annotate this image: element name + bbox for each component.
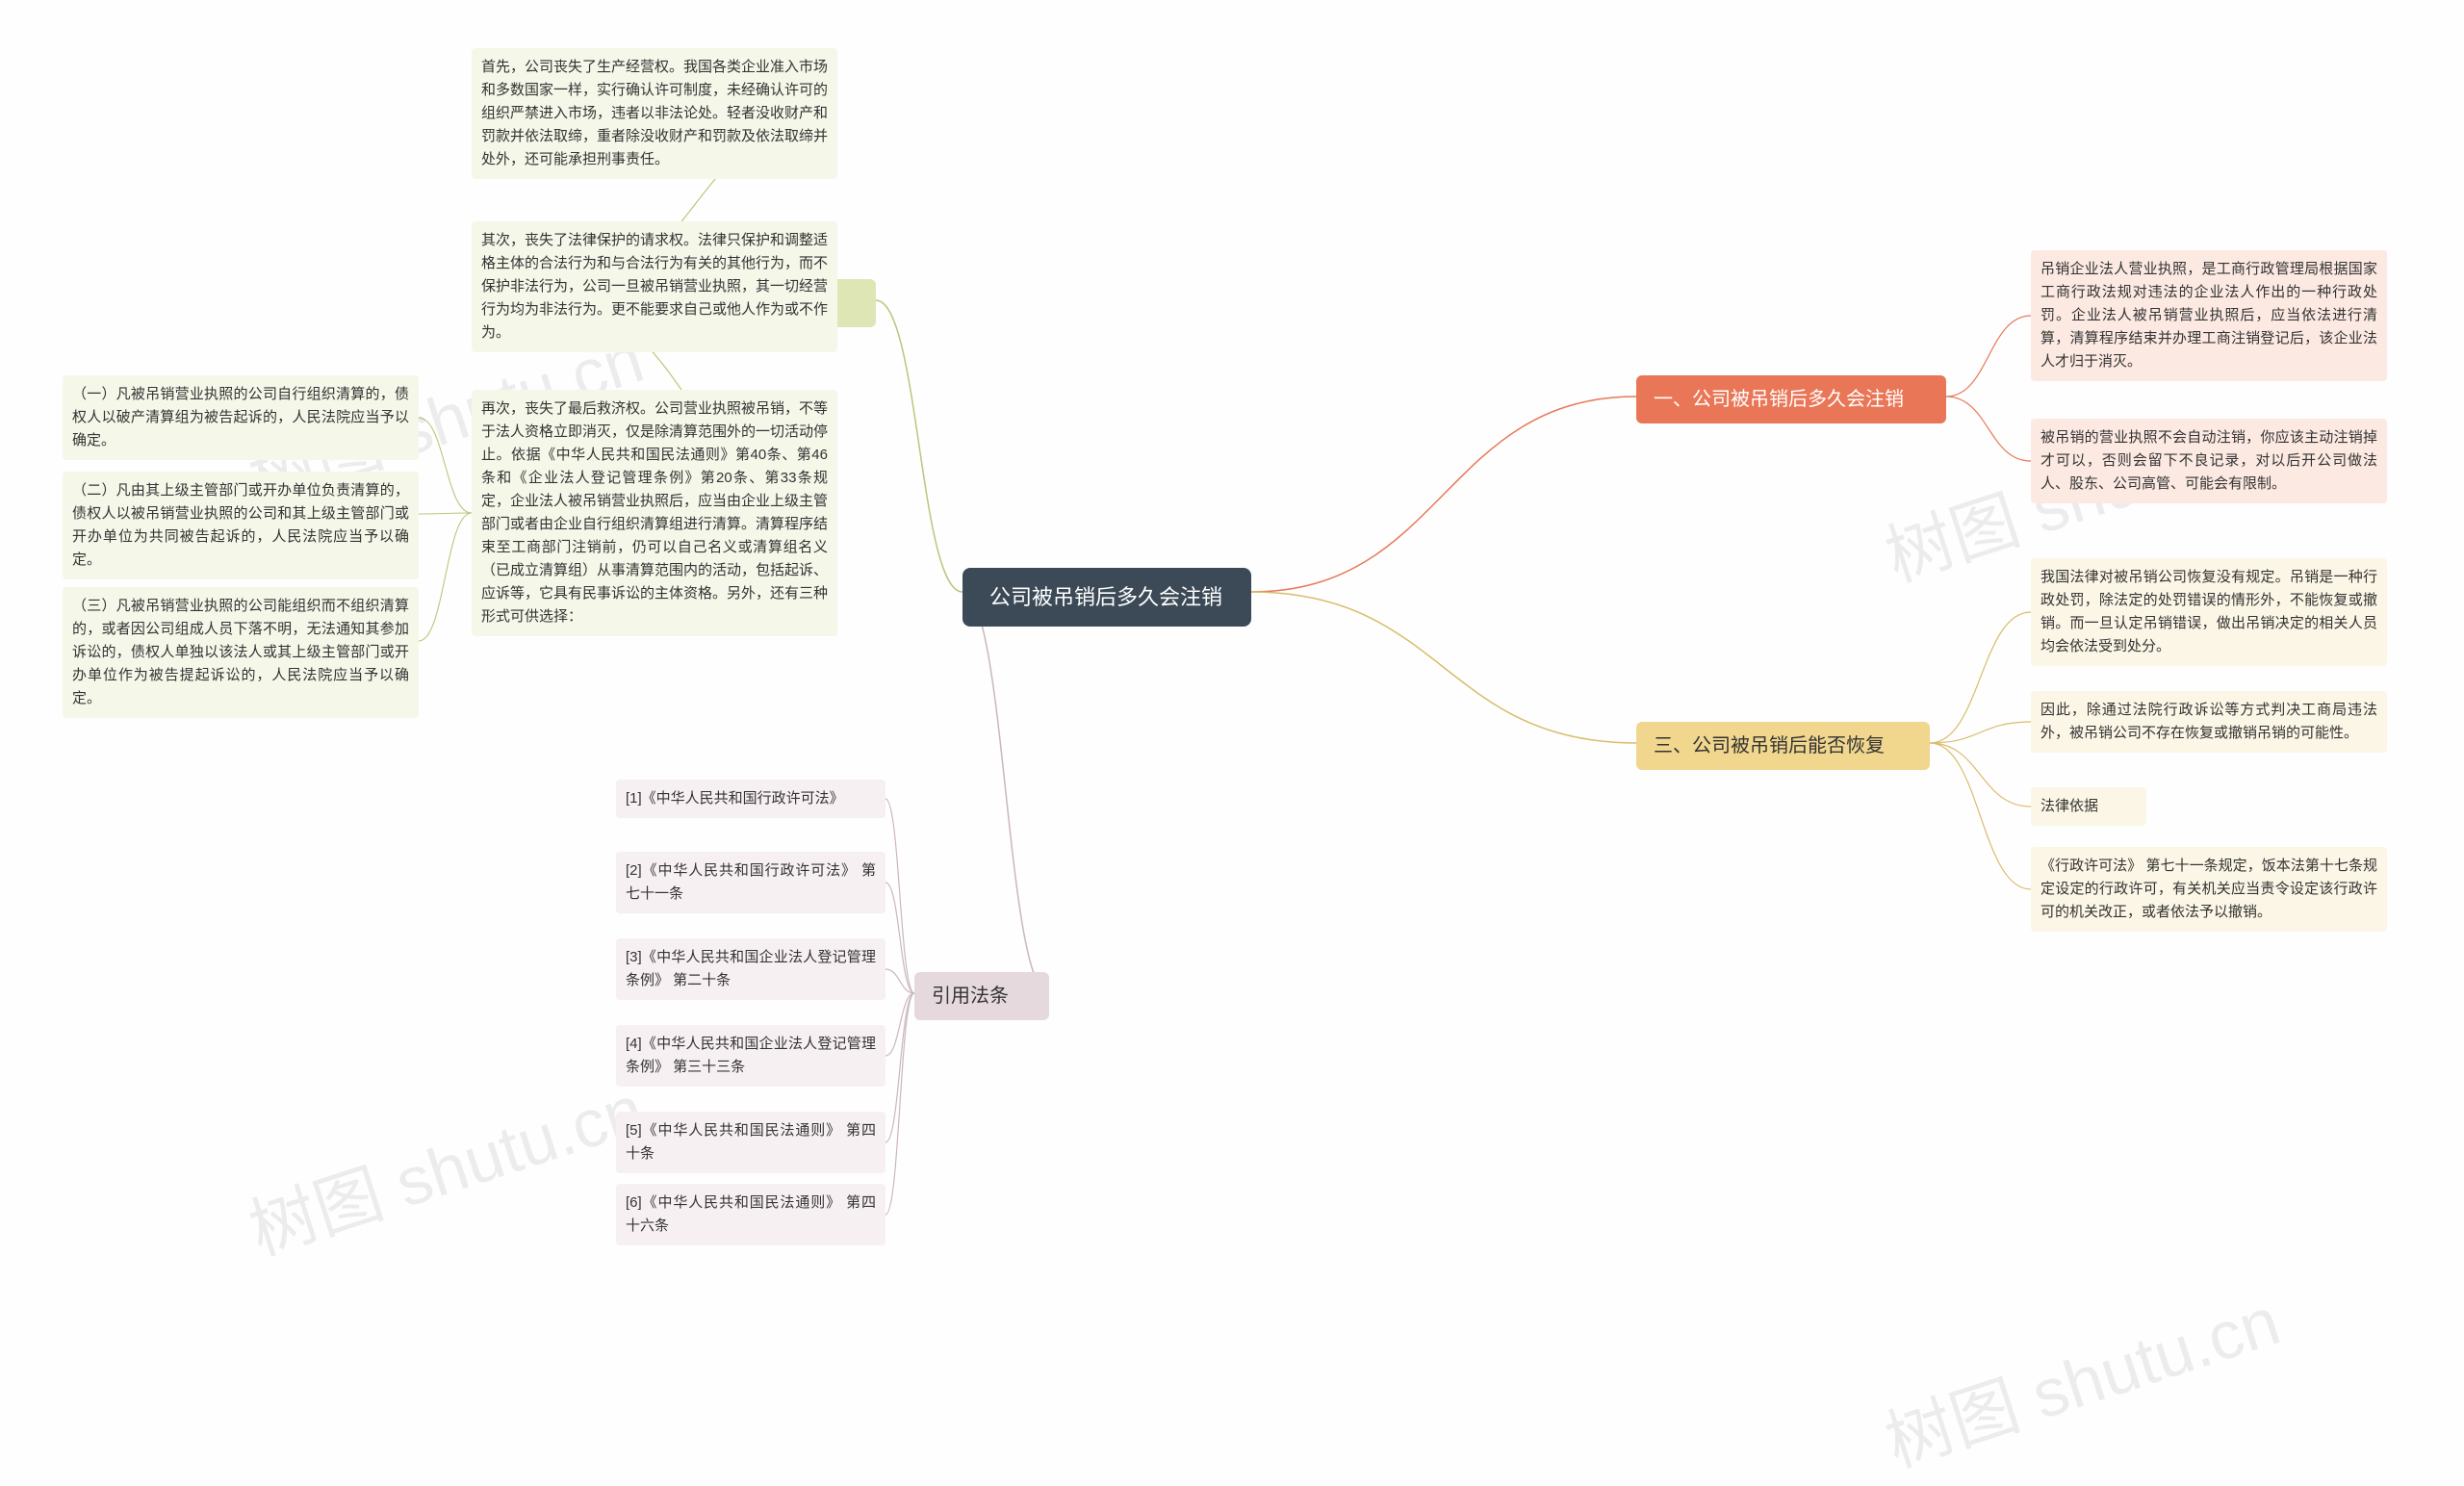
subleaf-b2-2-2[interactable]: （三）凡被吊销营业执照的公司能组织而不组织清算的，或者因公司组成人员下落不明，无… bbox=[63, 587, 419, 718]
leaf-b3-0[interactable]: 我国法律对被吊销公司恢复没有规定。吊销是一种行政处罚，除法定的处罚错误的情形外，… bbox=[2031, 558, 2387, 666]
leaf-b4-4[interactable]: [5]《中华人民共和国民法通则》 第四十条 bbox=[616, 1112, 886, 1173]
branch-b1[interactable]: 一、公司被吊销后多久会注销 bbox=[1636, 375, 1946, 423]
branch-b4[interactable]: 引用法条 bbox=[914, 972, 1049, 1020]
watermark: 树图 shutu.cn bbox=[236, 1056, 654, 1274]
leaf-b4-2[interactable]: [3]《中华人民共和国企业法人登记管理条例》 第二十条 bbox=[616, 938, 886, 1000]
root-node[interactable]: 公司被吊销后多久会注销 bbox=[962, 568, 1251, 627]
watermark: 树图 shutu.cn bbox=[1872, 1268, 2291, 1486]
leaf-b2-1[interactable]: 其次，丧失了法律保护的请求权。法律只保护和调整适格主体的合法行为和与合法行为有关… bbox=[472, 221, 837, 352]
leaf-b4-0[interactable]: [1]《中华人民共和国行政许可法》 bbox=[616, 780, 886, 818]
leaf-b4-5[interactable]: [6]《中华人民共和国民法通则》 第四十六条 bbox=[616, 1184, 886, 1245]
leaf-b4-1[interactable]: [2]《中华人民共和国行政许可法》 第七十一条 bbox=[616, 852, 886, 913]
subleaf-b2-2-1[interactable]: （二）凡由其上级主管部门或开办单位负责清算的，债权人以被吊销营业执照的公司和其上… bbox=[63, 472, 419, 579]
leaf-b3-1[interactable]: 因此，除通过法院行政诉讼等方式判决工商局违法外，被吊销公司不存在恢复或撤销吊销的… bbox=[2031, 691, 2387, 753]
subleaf-b2-2-0[interactable]: （一）凡被吊销营业执照的公司自行组织清算的，债权人以破产清算组为被告起诉的，人民… bbox=[63, 375, 419, 460]
leaf-b4-3[interactable]: [4]《中华人民共和国企业法人登记管理条例》 第三十三条 bbox=[616, 1025, 886, 1087]
leaf-b2-2[interactable]: 再次，丧失了最后救济权。公司营业执照被吊销，不等于法人资格立即消灭，仅是除清算范… bbox=[472, 390, 837, 636]
leaf-b3-2[interactable]: 法律依据 bbox=[2031, 787, 2146, 826]
branch-b3[interactable]: 三、公司被吊销后能否恢复 bbox=[1636, 722, 1930, 770]
leaf-b1-1[interactable]: 被吊销的营业执照不会自动注销，你应该主动注销掉才可以，否则会留下不良记录，对以后… bbox=[2031, 419, 2387, 503]
leaf-b3-3[interactable]: 《行政许可法》 第七十一条规定，饭本法第十七条规定设定的行政许可，有关机关应当责… bbox=[2031, 847, 2387, 932]
leaf-b1-0[interactable]: 吊销企业法人营业执照，是工商行政管理局根据国家工商行政法规对违法的企业法人作出的… bbox=[2031, 250, 2387, 381]
leaf-b2-0[interactable]: 首先，公司丧失了生产经营权。我国各类企业准入市场和多数国家一样，实行确认许可制度… bbox=[472, 48, 837, 179]
